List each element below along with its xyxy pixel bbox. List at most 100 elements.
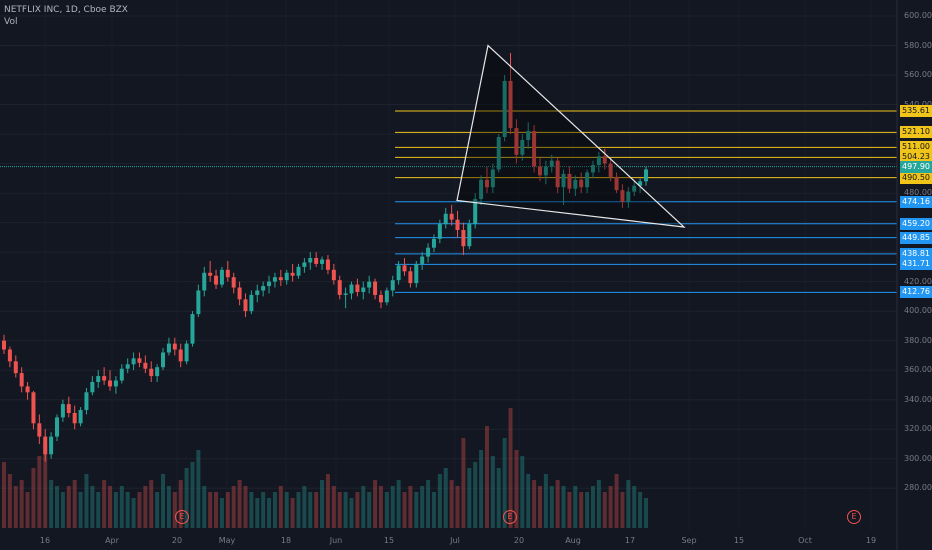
candle-body[interactable] <box>290 272 295 276</box>
candle-body[interactable] <box>455 219 460 230</box>
candle-body[interactable] <box>626 191 631 202</box>
candle-body[interactable] <box>7 349 12 362</box>
candle-body[interactable] <box>602 156 607 164</box>
candle-body[interactable] <box>325 259 330 270</box>
candle-body[interactable] <box>378 294 383 303</box>
candle-body[interactable] <box>208 272 213 276</box>
candle-body[interactable] <box>237 287 242 300</box>
candle-body[interactable] <box>620 190 625 202</box>
candle-body[interactable] <box>384 290 389 303</box>
candle-body[interactable] <box>31 392 36 424</box>
symbol-line[interactable]: NETFLIX INC, 1D, Cboe BZX <box>4 5 128 15</box>
candle-body[interactable] <box>119 368 124 381</box>
candle-body[interactable] <box>461 229 466 247</box>
candle-body[interactable] <box>337 280 342 295</box>
candle-body[interactable] <box>549 160 554 167</box>
candle-body[interactable] <box>532 131 537 167</box>
candle-body[interactable] <box>96 376 101 382</box>
candle-body[interactable] <box>638 181 643 186</box>
candle-body[interactable] <box>284 272 289 281</box>
candle-body[interactable] <box>644 169 648 182</box>
candle-body[interactable] <box>172 343 177 350</box>
candle-body[interactable] <box>561 173 566 188</box>
candle-body[interactable] <box>390 280 395 291</box>
candle-body[interactable] <box>37 423 42 437</box>
candle-body[interactable] <box>508 80 513 129</box>
volume-indicator-label[interactable]: Vol <box>4 17 18 27</box>
candle-body[interactable] <box>214 275 219 285</box>
candle-body[interactable] <box>614 176 619 191</box>
candle-body[interactable] <box>396 265 401 281</box>
candle-body[interactable] <box>137 358 142 363</box>
candle-body[interactable] <box>361 287 366 292</box>
earnings-marker[interactable]: E <box>503 510 517 524</box>
candle-body[interactable] <box>555 160 560 188</box>
candle-body[interactable] <box>49 436 54 455</box>
candle-body[interactable] <box>267 281 272 287</box>
candle-body[interactable] <box>225 269 230 278</box>
candle-body[interactable] <box>437 224 442 239</box>
candle-body[interactable] <box>608 163 613 177</box>
candle-body[interactable] <box>373 281 378 295</box>
candle-body[interactable] <box>113 380 118 387</box>
candle-body[interactable] <box>585 172 590 188</box>
candle-body[interactable] <box>496 137 501 170</box>
candle-body[interactable] <box>190 314 195 344</box>
candle-body[interactable] <box>249 294 254 312</box>
candle-body[interactable] <box>90 381 95 393</box>
candle-body[interactable] <box>296 266 301 276</box>
candle-body[interactable] <box>202 272 207 291</box>
candle-body[interactable] <box>131 358 136 365</box>
candle-body[interactable] <box>255 290 260 295</box>
candle-body[interactable] <box>443 213 448 225</box>
horizontal-levels[interactable] <box>0 110 897 293</box>
triangle-drawing[interactable] <box>456 44 686 228</box>
candle-body[interactable] <box>314 258 319 264</box>
candle-body[interactable] <box>60 404 65 418</box>
candle-body[interactable] <box>514 128 519 155</box>
candle-body[interactable] <box>155 367 160 377</box>
candle-body[interactable] <box>161 352 166 368</box>
candle-body[interactable] <box>178 349 183 362</box>
candle-body[interactable] <box>490 169 495 188</box>
candle-body[interactable] <box>108 380 113 387</box>
candle-body[interactable] <box>84 392 89 411</box>
candle-body[interactable] <box>66 404 71 413</box>
candle-body[interactable] <box>55 417 60 437</box>
candle-body[interactable] <box>543 166 548 176</box>
candle-body[interactable] <box>573 179 578 189</box>
candle-body[interactable] <box>331 269 336 281</box>
candle-body[interactable] <box>219 269 224 285</box>
candle-body[interactable] <box>343 293 348 295</box>
candle-body[interactable] <box>402 265 407 272</box>
candle-body[interactable] <box>520 139 525 155</box>
candle-body[interactable] <box>43 436 48 455</box>
candle-body[interactable] <box>149 368 154 377</box>
candle-body[interactable] <box>25 386 30 393</box>
candle-body[interactable] <box>272 277 277 282</box>
candle-body[interactable] <box>355 284 360 292</box>
candle-body[interactable] <box>19 373 24 387</box>
candle-body[interactable] <box>484 179 489 188</box>
candle-body[interactable] <box>243 299 248 312</box>
candle-body[interactable] <box>302 262 307 267</box>
triangle-shape[interactable] <box>456 44 686 228</box>
candle-body[interactable] <box>408 271 413 284</box>
candle-body[interactable] <box>166 343 171 353</box>
candle-body[interactable] <box>426 247 431 257</box>
candle-body[interactable] <box>537 166 542 176</box>
candle-body[interactable] <box>449 213 454 220</box>
candle-body[interactable] <box>125 364 130 369</box>
candle-body[interactable] <box>320 259 325 264</box>
earnings-marker[interactable]: E <box>847 510 861 524</box>
candle-body[interactable] <box>473 198 478 225</box>
candle-body[interactable] <box>632 185 637 192</box>
earnings-marker[interactable]: E <box>175 510 189 524</box>
candle-body[interactable] <box>467 224 472 247</box>
candle-body[interactable] <box>13 361 18 374</box>
candle-body[interactable] <box>278 277 283 281</box>
candle-body[interactable] <box>261 286 266 291</box>
candle-body[interactable] <box>526 131 531 140</box>
candle-body[interactable] <box>2 340 6 350</box>
